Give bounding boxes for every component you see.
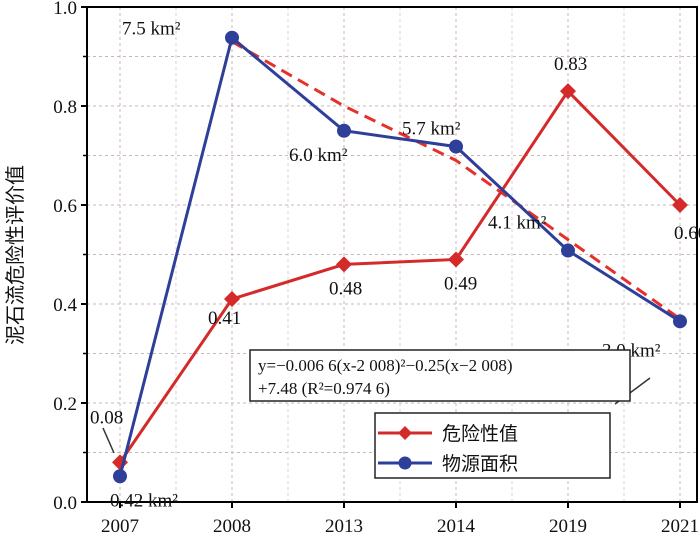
data-label: 0.60 [674, 223, 700, 244]
x-tick-label: 2008 [213, 516, 251, 537]
data-label: 6.0 km² [289, 145, 348, 166]
x-tick-label: 2014 [437, 516, 476, 537]
data-point-circle [449, 139, 463, 154]
equation-line1: y=−0.006 6(x-2 008)²−0.25(x−2 008) [258, 356, 513, 375]
data-label: 0.48 [329, 278, 362, 299]
x-tick-label: 2019 [549, 516, 587, 537]
data-point-diamond [224, 291, 240, 308]
y-tick-label: 0.6 [53, 196, 77, 217]
data-label: 0.83 [554, 54, 587, 75]
x-tick-label: 2007 [101, 516, 139, 537]
y-axis-label: 泥石流危险性评价值 [3, 165, 27, 345]
equation-line2: +7.48 (R²=0.974 6) [258, 379, 390, 398]
data-point-circle [337, 123, 351, 138]
legend-circle-icon [398, 456, 412, 470]
y-tick-label: 1.0 [53, 0, 77, 19]
legend-label-area: 物源面积 [442, 453, 518, 475]
data-label: 0.42 km² [110, 490, 178, 511]
data-label: 4.1 km² [488, 213, 547, 234]
data-point-circle [561, 243, 575, 258]
trend-line [231, 40, 681, 321]
y-tick-label: 0.8 [53, 97, 77, 118]
data-label: 7.5 km² [122, 19, 181, 40]
data-point-diamond [448, 251, 464, 268]
data-point-diamond [560, 83, 576, 100]
equation-box: y=−0.006 6(x-2 008)²−0.25(x−2 008) +7.48… [249, 349, 631, 402]
legend: 危险性值 物源面积 [374, 412, 611, 479]
y-tick-label: 0.0 [53, 493, 77, 514]
data-label: 0.49 [444, 273, 477, 294]
data-label: 5.7 km² [402, 119, 461, 140]
data-label: 0.08 [90, 407, 123, 428]
data-point-diamond [672, 197, 688, 213]
data-point-diamond [336, 256, 352, 273]
arrow-0.08 [102, 427, 115, 454]
data-point-circle [673, 314, 687, 329]
legend-diamond-icon [398, 426, 412, 440]
data-point-circle [113, 469, 127, 484]
legend-label-risk: 危险性值 [442, 423, 518, 445]
series-line-1 [118, 35, 681, 477]
y-tick-label: 0.4 [53, 295, 77, 316]
x-tick-label: 2021 [661, 516, 699, 537]
x-tick-label: 2013 [325, 516, 363, 537]
y-tick-label: 0.2 [53, 394, 77, 415]
series-line-0 [118, 88, 682, 464]
data-label: 0.41 [208, 308, 241, 329]
data-point-circle [225, 30, 239, 45]
